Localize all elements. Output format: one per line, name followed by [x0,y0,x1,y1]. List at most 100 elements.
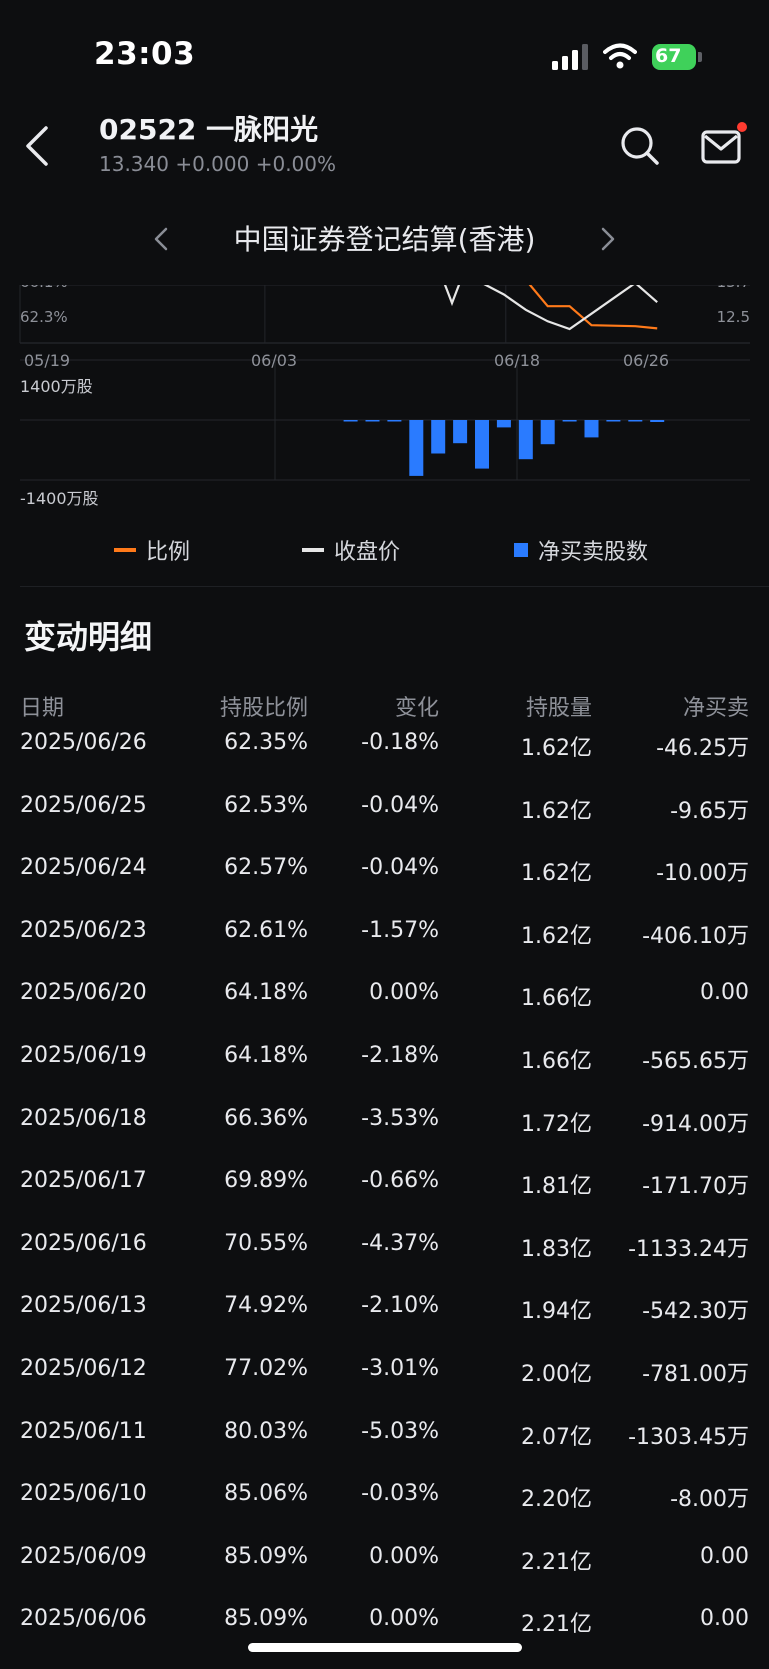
table-row[interactable]: 2025/06/17 69.89% -0.66% 1.81亿 -171.70万 [0,1168,769,1231]
cell-date: 2025/06/24 [20,855,147,881]
cell-change: -3.53% [361,1105,439,1131]
net-bar [562,420,577,422]
cell-holding: 1.94亿 [521,1299,592,1325]
table-row[interactable]: 2025/06/09 85.09% 0.00% 2.21亿 0.00 [0,1544,769,1607]
cell-net: -10.00万 [656,861,749,887]
chevron-right-icon[interactable] [599,226,617,252]
mail-icon[interactable] [700,128,744,166]
net-bar [650,420,665,422]
cell-holding: 1.66亿 [521,986,592,1012]
net-bar [387,420,402,422]
cell-ratio: 85.09% [224,1543,308,1569]
cell-change: -0.18% [361,730,439,755]
legend-label: 收盘价 [334,540,401,565]
cell-change: -2.18% [361,1042,439,1068]
cell-date: 2025/06/25 [20,792,147,818]
table-row[interactable]: 2025/06/06 85.09% 0.00% 2.21亿 0.00 [0,1606,769,1669]
table-row[interactable]: 2025/06/11 80.03% -5.03% 2.07亿 -1303.45万 [0,1419,769,1482]
table-row[interactable]: 2025/06/16 70.55% -4.37% 1.83亿 -1133.24万 [0,1231,769,1294]
cell-change: -3.01% [361,1355,439,1381]
table-header: 日期 持股比例 变化 持股量 净买卖 [0,680,769,730]
cell-net: 0.00 [700,980,749,1006]
cell-date: 2025/06/12 [20,1355,147,1381]
legend-item-ratio: 比例 [114,534,190,566]
stock-title: 02522 一脉阳光 [99,113,319,146]
series-line-close [483,285,658,331]
holding-chart: 66.1% 62.3% 13.7 12.5 05/19 06/03 06/18 06/26 14… [19,285,750,508]
status-bar: 23:03 67 [0,0,769,100]
cell-change: -4.37% [361,1230,439,1256]
cell-holding: 1.62亿 [521,923,592,949]
left-axis-tick: 66.1% [20,285,68,291]
cell-ratio: 69.89% [224,1168,308,1194]
cell-ratio: 85.09% [224,1606,308,1632]
column-header-date: 日期 [20,696,65,721]
stock-header: 02522 一脉阳光 13.340 +0.000 +0.00% [0,100,769,200]
table-row[interactable]: 2025/06/20 64.18% 0.00% 1.66亿 0.00 [0,980,769,1043]
table-row[interactable]: 2025/06/18 66.36% -3.53% 1.72亿 -914.00万 [0,1106,769,1169]
cell-holding: 1.62亿 [521,736,592,761]
source-title: 中国证券登记结算(香港) [233,223,536,256]
cell-holding: 2.07亿 [521,1424,592,1450]
cell-change: -1.57% [361,917,439,943]
cell-date: 2025/06/13 [20,1293,147,1319]
home-indicator[interactable] [248,1643,522,1652]
table-row[interactable]: 2025/06/10 85.06% -0.03% 2.20亿 -8.00万 [0,1481,769,1544]
table-row[interactable]: 2025/06/24 62.57% -0.04% 1.62亿 -10.00万 [0,855,769,918]
cell-date: 2025/06/06 [20,1606,147,1632]
legend-item-net: 净买卖股数 [514,534,648,566]
cell-net: 0.00 [700,1606,749,1632]
cell-date: 2025/06/26 [20,730,147,755]
cellular-signal-icon [552,44,588,70]
net-bar [584,420,599,438]
battery-level: 67 [655,45,682,67]
legend-label: 净买卖股数 [538,540,649,565]
notification-dot [737,122,747,132]
cell-holding: 2.21亿 [521,1612,592,1638]
cell-change: 0.00% [369,1606,439,1632]
net-bar [365,420,380,422]
table-row[interactable]: 2025/06/12 77.02% -3.01% 2.00亿 -781.00万 [0,1356,769,1419]
divider [20,586,769,587]
series-line-ratio [528,285,658,330]
table-row[interactable]: 2025/06/19 64.18% -2.18% 1.66亿 -565.65万 [0,1043,769,1106]
cell-net: -8.00万 [670,1487,749,1513]
table-row[interactable]: 2025/06/23 62.61% -1.57% 1.62亿 -406.10万 [0,918,769,981]
table-row[interactable]: 2025/06/25 62.53% -0.04% 1.62亿 -9.65万 [0,793,769,856]
table-row[interactable]: 2025/06/13 74.92% -2.10% 1.94亿 -542.30万 [0,1293,769,1356]
net-bar [628,420,643,422]
bar-axis-tick: -1400万股 [20,489,99,508]
cell-net: -1133.24万 [628,1236,749,1262]
cell-change: -0.66% [361,1168,439,1194]
x-axis-tick: 05/19 [24,351,70,370]
cell-ratio: 62.61% [224,917,308,943]
cell-net: -781.00万 [642,1361,749,1387]
net-bar [409,420,424,476]
cell-ratio: 77.02% [224,1355,308,1381]
legend-swatch-net [514,543,528,557]
column-header-net: 净买卖 [682,696,749,721]
search-icon[interactable] [620,126,660,166]
cell-date: 2025/06/19 [20,1042,147,1068]
cell-net: -9.65万 [670,798,749,824]
section-title: 变动明细 [24,618,153,656]
cell-ratio: 85.06% [224,1481,308,1507]
right-axis-tick: 12.5 [717,308,750,326]
back-arrow-icon[interactable] [20,124,54,168]
cell-holding: 1.62亿 [521,861,592,887]
cell-date: 2025/06/20 [20,980,147,1006]
cell-date: 2025/06/16 [20,1230,147,1256]
net-bar [540,420,555,445]
net-bar [606,420,621,422]
cell-date: 2025/06/23 [20,917,147,943]
x-axis-tick: 06/03 [251,351,297,370]
chevron-left-icon[interactable] [152,226,170,252]
cell-change: -0.04% [361,855,439,881]
left-axis-tick: 62.3% [20,308,68,326]
legend-label: 比例 [146,540,191,565]
legend-swatch-close [302,548,324,552]
cell-holding: 2.21亿 [521,1549,592,1575]
cell-ratio: 62.35% [224,730,308,755]
table-row[interactable]: 2025/06/26 62.35% -0.18% 1.62亿 -46.25万 [0,730,769,793]
bar-axis-tick: 1400万股 [20,377,93,396]
